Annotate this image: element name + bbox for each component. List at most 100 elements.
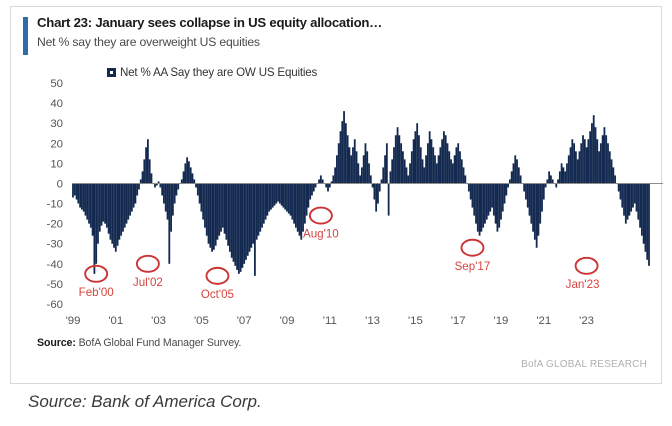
bar	[362, 155, 365, 184]
y-axis-tick-labels: 50 40 30 20 10 0 -10 -20 -30 -40 -50 -60	[47, 78, 63, 311]
bar	[505, 183, 508, 196]
bar	[642, 183, 645, 244]
bar	[220, 183, 222, 232]
bar	[295, 183, 297, 228]
bar	[154, 183, 156, 188]
bar	[450, 159, 452, 184]
bar	[277, 183, 279, 202]
bar	[257, 183, 260, 236]
bar	[391, 159, 394, 184]
bar	[271, 183, 274, 208]
bar	[530, 183, 533, 224]
bar	[339, 131, 342, 184]
bar	[501, 183, 504, 212]
bar	[189, 167, 192, 184]
bar	[396, 127, 399, 184]
bar	[157, 181, 160, 184]
x-tick-2005: '05	[194, 315, 209, 327]
y-tick-neg20: -20	[47, 219, 63, 231]
annotation-ring-Sep17	[460, 238, 485, 257]
bar	[138, 183, 140, 190]
bar	[98, 183, 101, 232]
annotation-ring-Jan23	[574, 256, 599, 275]
chart-title: Chart 23: January sees collapse in US eq…	[37, 15, 383, 30]
bar	[473, 183, 476, 216]
bar	[385, 143, 388, 184]
bar	[437, 155, 440, 184]
bar	[589, 131, 592, 184]
bar	[141, 171, 144, 184]
bar	[72, 183, 74, 198]
bar	[624, 183, 627, 224]
x-tick-2019: '19	[494, 315, 509, 327]
bar	[123, 183, 126, 228]
y-tick-30: 30	[50, 118, 63, 130]
bar	[393, 147, 395, 184]
bar	[619, 183, 622, 200]
bar	[143, 159, 146, 184]
bar	[280, 183, 283, 206]
bar	[471, 183, 474, 208]
bar	[467, 183, 470, 192]
bar	[88, 183, 90, 224]
chart-header: Chart 23: January sees collapse in US eq…	[23, 15, 643, 59]
bar	[375, 183, 378, 212]
y-tick-50: 50	[50, 78, 63, 90]
bar	[321, 179, 324, 184]
bar	[114, 183, 117, 252]
bar	[434, 155, 436, 184]
bar	[232, 183, 235, 262]
bar	[594, 127, 597, 184]
bar	[195, 183, 197, 188]
bar	[373, 183, 376, 200]
bar	[421, 159, 424, 184]
bar	[97, 183, 99, 244]
bar	[371, 183, 374, 188]
annotation-ring-Jul02	[135, 254, 160, 273]
bar	[343, 111, 345, 184]
bar	[551, 179, 554, 184]
bar	[509, 179, 511, 184]
bar	[558, 171, 561, 184]
bar	[630, 183, 633, 212]
bar	[253, 183, 256, 276]
source-note: Source: BofA Global Fund Manager Survey.	[37, 337, 241, 349]
bar	[369, 175, 372, 184]
bar	[567, 155, 570, 184]
bar	[571, 139, 574, 184]
bar	[555, 183, 558, 188]
bar	[389, 171, 392, 184]
bar	[218, 183, 221, 236]
bar	[146, 139, 149, 184]
bar	[309, 183, 312, 200]
bar	[494, 183, 497, 224]
bar	[360, 167, 363, 184]
bar	[409, 163, 411, 184]
bar	[592, 115, 595, 184]
bar	[237, 183, 240, 274]
bar	[132, 183, 135, 208]
bar	[525, 183, 527, 200]
y-tick-40: 40	[50, 98, 63, 110]
bar	[120, 183, 123, 236]
bar	[202, 183, 205, 220]
bar	[84, 183, 87, 216]
bar	[243, 183, 246, 264]
bar	[330, 181, 333, 184]
bar	[482, 183, 485, 228]
bar	[646, 183, 649, 260]
bar	[127, 183, 130, 220]
bar	[319, 175, 322, 184]
bar	[302, 183, 304, 232]
bar	[364, 143, 367, 184]
bar	[296, 183, 299, 232]
bar	[286, 183, 288, 212]
bar	[444, 135, 447, 184]
bar-series	[72, 111, 650, 276]
bar	[191, 173, 194, 184]
bar	[171, 183, 174, 216]
bar	[73, 183, 76, 196]
bar	[225, 183, 228, 240]
bar	[573, 143, 576, 184]
bar	[122, 183, 124, 232]
